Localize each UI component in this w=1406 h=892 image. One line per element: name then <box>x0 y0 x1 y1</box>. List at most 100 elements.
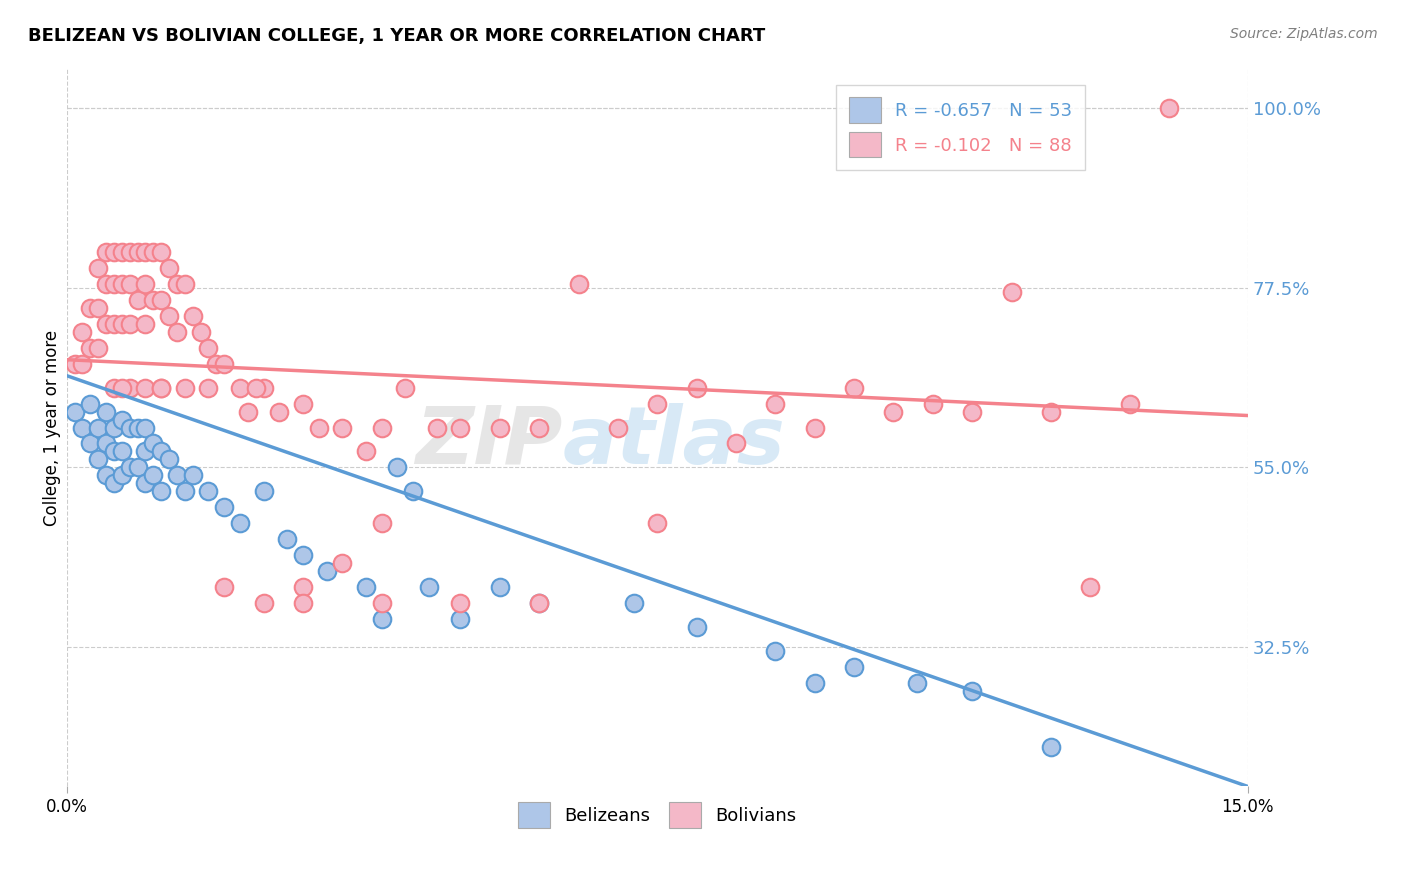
Point <box>173 381 195 395</box>
Point <box>803 420 825 434</box>
Point <box>87 452 110 467</box>
Point <box>645 516 668 531</box>
Point <box>157 309 180 323</box>
Point <box>111 412 134 426</box>
Point <box>181 309 204 323</box>
Text: Source: ZipAtlas.com: Source: ZipAtlas.com <box>1230 27 1378 41</box>
Point <box>685 620 707 634</box>
Point <box>527 596 550 610</box>
Point <box>212 500 235 515</box>
Point <box>72 357 94 371</box>
Point <box>606 420 628 434</box>
Point <box>370 420 392 434</box>
Point <box>94 404 117 418</box>
Point <box>118 317 141 331</box>
Point <box>882 404 904 418</box>
Point <box>1039 739 1062 754</box>
Point <box>426 420 449 434</box>
Point <box>252 484 274 499</box>
Point <box>111 277 134 291</box>
Point <box>79 396 101 410</box>
Point <box>103 420 125 434</box>
Point <box>623 596 645 610</box>
Point <box>166 325 188 339</box>
Point <box>449 612 471 626</box>
Point <box>291 596 314 610</box>
Point <box>418 580 440 594</box>
Point <box>370 596 392 610</box>
Point <box>87 301 110 315</box>
Point <box>103 444 125 458</box>
Point <box>134 245 156 260</box>
Point <box>315 564 337 578</box>
Point <box>276 532 298 546</box>
Text: ZIP: ZIP <box>415 403 562 481</box>
Point <box>103 317 125 331</box>
Point <box>72 420 94 434</box>
Point <box>1039 404 1062 418</box>
Point <box>127 245 149 260</box>
Point <box>173 484 195 499</box>
Point <box>142 468 165 483</box>
Point <box>157 260 180 275</box>
Point <box>150 381 173 395</box>
Point <box>103 381 125 395</box>
Point <box>118 381 141 395</box>
Point <box>111 444 134 458</box>
Point <box>308 420 330 434</box>
Legend: Belizeans, Bolivians: Belizeans, Bolivians <box>510 795 804 835</box>
Point <box>94 245 117 260</box>
Point <box>567 277 589 291</box>
Point <box>370 516 392 531</box>
Point <box>111 245 134 260</box>
Point <box>118 245 141 260</box>
Point <box>103 245 125 260</box>
Point <box>166 468 188 483</box>
Point <box>150 484 173 499</box>
Point <box>87 420 110 434</box>
Point <box>252 381 274 395</box>
Point <box>354 580 377 594</box>
Point <box>157 452 180 467</box>
Point <box>1078 580 1101 594</box>
Point <box>197 381 219 395</box>
Point <box>87 341 110 355</box>
Point <box>842 381 865 395</box>
Point <box>960 404 983 418</box>
Point <box>763 644 786 658</box>
Point <box>402 484 425 499</box>
Point <box>330 420 353 434</box>
Point <box>127 293 149 307</box>
Point <box>134 476 156 491</box>
Point <box>527 420 550 434</box>
Point <box>173 277 195 291</box>
Point <box>527 596 550 610</box>
Point <box>291 396 314 410</box>
Point <box>291 580 314 594</box>
Point <box>118 277 141 291</box>
Point <box>330 556 353 570</box>
Point <box>150 293 173 307</box>
Point <box>354 444 377 458</box>
Point <box>181 468 204 483</box>
Point <box>269 404 291 418</box>
Point <box>150 245 173 260</box>
Point <box>103 277 125 291</box>
Point <box>387 460 409 475</box>
Point <box>205 357 228 371</box>
Point <box>252 596 274 610</box>
Point <box>229 516 252 531</box>
Point <box>724 436 747 450</box>
Point <box>150 444 173 458</box>
Point <box>245 381 267 395</box>
Point <box>79 341 101 355</box>
Point <box>111 468 134 483</box>
Point <box>229 381 252 395</box>
Point <box>370 612 392 626</box>
Point <box>79 436 101 450</box>
Point <box>111 317 134 331</box>
Point <box>142 293 165 307</box>
Point <box>960 683 983 698</box>
Point <box>94 317 117 331</box>
Point <box>118 460 141 475</box>
